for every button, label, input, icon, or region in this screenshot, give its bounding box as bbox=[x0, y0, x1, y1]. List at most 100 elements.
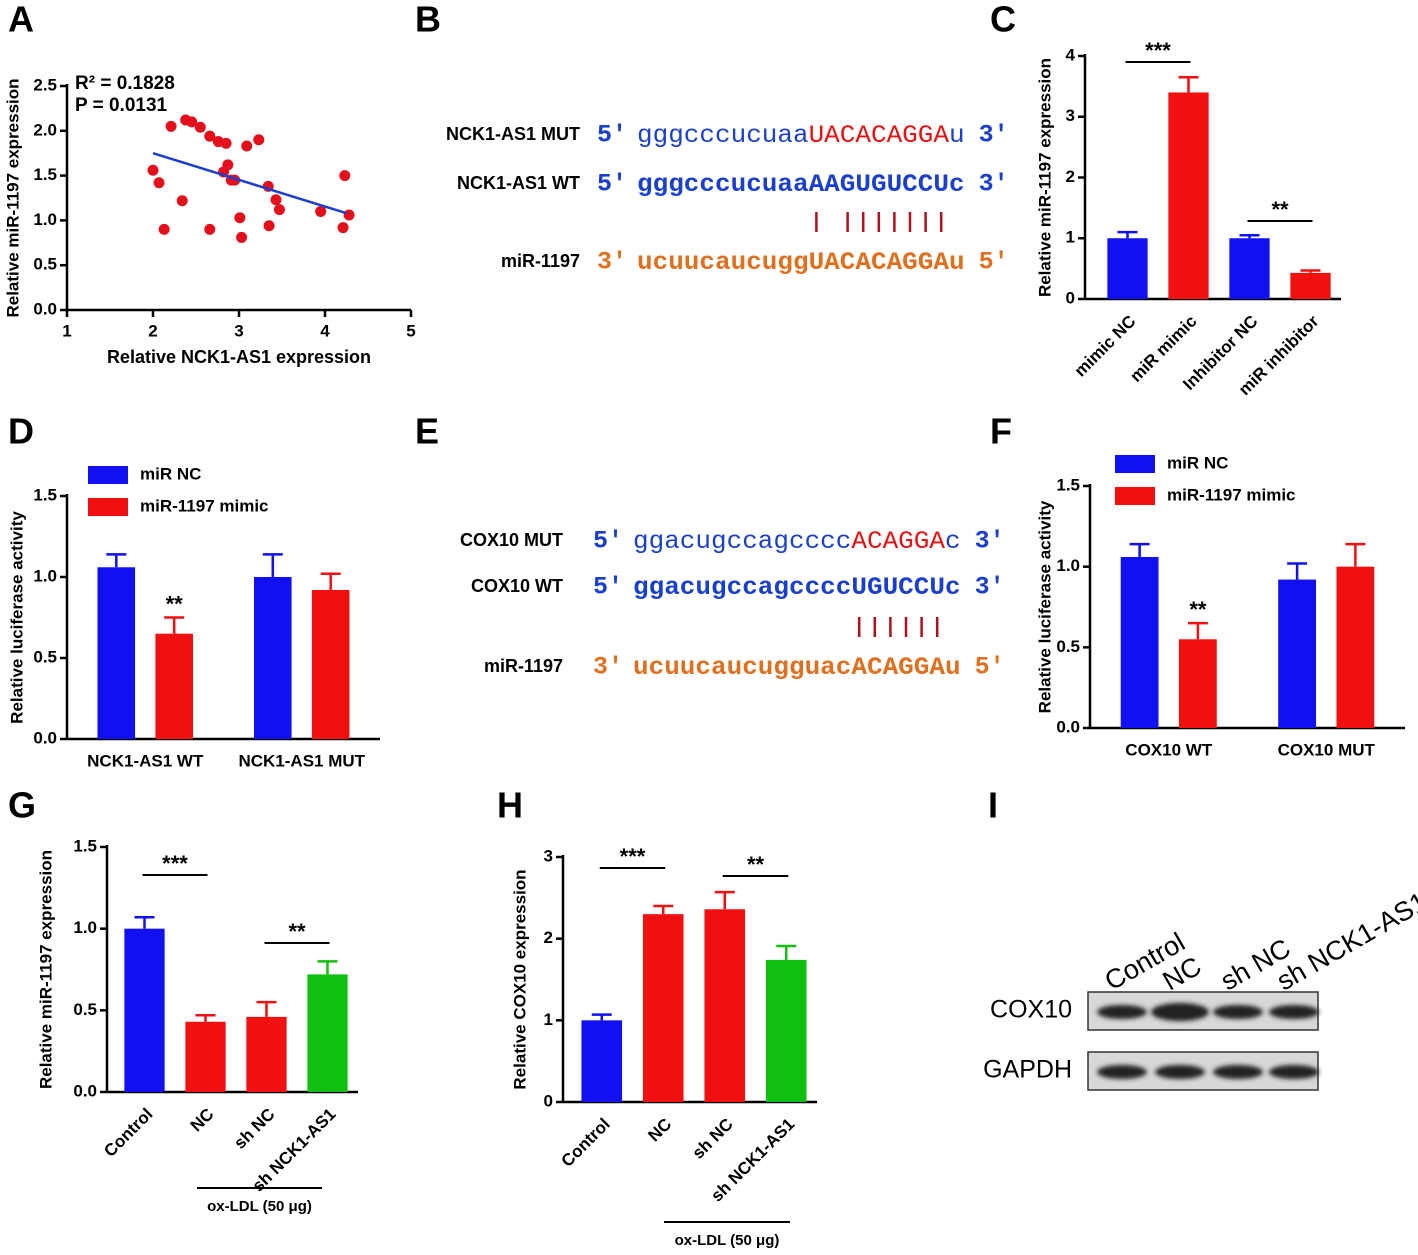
x-tick-label: 1 bbox=[62, 321, 71, 340]
y-tick-label: 1.0 bbox=[33, 566, 57, 585]
sequence-label: miR-1197 bbox=[484, 656, 563, 676]
panel-letter: B bbox=[415, 0, 441, 40]
error-bar bbox=[1178, 76, 1199, 93]
significance: ** bbox=[288, 919, 306, 944]
significance: ** bbox=[166, 591, 184, 616]
bar bbox=[155, 633, 193, 739]
error-bar bbox=[776, 944, 797, 960]
y-axis-label: Relative miR-1197 expression bbox=[36, 850, 55, 1089]
sequence-label: miR-1197 bbox=[501, 251, 580, 271]
significance: *** bbox=[620, 844, 646, 869]
sequence-site: AAGUGUCCU bbox=[809, 170, 949, 199]
sequence: ggacugccagcccc UGUCCU c bbox=[633, 573, 961, 602]
error-bar bbox=[1239, 233, 1260, 239]
error-bar bbox=[1287, 562, 1308, 580]
panel-letter: G bbox=[8, 785, 36, 826]
sequence-site: ACAGGA bbox=[851, 653, 945, 682]
point bbox=[165, 120, 177, 132]
sequence-label: COX10 WT bbox=[471, 576, 563, 596]
x-tick-label: 2 bbox=[148, 321, 157, 340]
sequence-site: UGUCCU bbox=[851, 573, 945, 602]
bar bbox=[185, 1021, 226, 1092]
sequence-tail: u bbox=[945, 653, 961, 682]
y-tick-label: 0.0 bbox=[33, 299, 57, 318]
y-axis-label: Relative miR-1197 expression bbox=[1035, 58, 1054, 297]
sequence-seq: gggcccucuaa bbox=[637, 121, 809, 150]
significance: ** bbox=[747, 852, 765, 877]
sequence-end: 3' bbox=[979, 121, 1009, 150]
point bbox=[220, 137, 232, 149]
y-tick-label: 2 bbox=[544, 928, 553, 947]
point bbox=[176, 195, 188, 207]
point bbox=[234, 212, 246, 224]
band bbox=[1269, 1065, 1319, 1079]
point bbox=[222, 159, 234, 171]
group-label: ox-LDL (50 μg) bbox=[675, 1232, 780, 1249]
x-tick-label: 5 bbox=[406, 321, 415, 340]
y-tick-label: 0 bbox=[1066, 288, 1075, 307]
sequence: ucuucaucugg UACACAGGA u bbox=[637, 248, 965, 277]
y-tick-label: 0 bbox=[544, 1091, 553, 1110]
bar bbox=[581, 1020, 623, 1102]
legend-label: miR-1197 mimic bbox=[140, 496, 269, 515]
sequence: ggacugccagcccc ACAGGA c bbox=[633, 527, 961, 556]
point bbox=[270, 194, 282, 206]
error-bar bbox=[653, 904, 674, 915]
x-tick-label: NC bbox=[187, 1105, 218, 1136]
y-tick-label: 3 bbox=[1066, 106, 1075, 125]
error-bar bbox=[1345, 542, 1366, 567]
bar bbox=[1336, 566, 1375, 728]
error-bar bbox=[195, 1013, 216, 1022]
point bbox=[337, 222, 349, 234]
bar bbox=[1290, 272, 1331, 299]
y-tick-label: 2.5 bbox=[33, 75, 57, 94]
sequence-end: 3' bbox=[593, 653, 623, 682]
legend-label: miR-1197 mimic bbox=[1167, 485, 1296, 504]
sequence-tail: u bbox=[949, 248, 965, 277]
point bbox=[339, 170, 351, 182]
sequence-end: 5' bbox=[979, 248, 1009, 277]
sequence-end: 3' bbox=[597, 248, 627, 277]
y-tick-label: 1.5 bbox=[1056, 475, 1080, 494]
y-tick-label: 0.0 bbox=[73, 1081, 97, 1100]
band bbox=[1213, 1005, 1263, 1019]
y-tick-label: 1.0 bbox=[1056, 556, 1080, 575]
significance: ** bbox=[1189, 597, 1207, 622]
sequence-tail: c bbox=[945, 527, 961, 556]
sequence-seq: ucuucaucugg bbox=[637, 248, 809, 277]
annotation: P = 0.0131 bbox=[75, 95, 168, 116]
point bbox=[241, 140, 253, 152]
point bbox=[253, 134, 265, 146]
annotation: R² = 0.1828 bbox=[75, 73, 175, 94]
y-tick-label: 1 bbox=[544, 1010, 553, 1029]
error-bar bbox=[1300, 269, 1321, 273]
legend-swatch bbox=[88, 498, 128, 516]
sequence-tail: c bbox=[949, 170, 965, 199]
x-tick-label: Control bbox=[558, 1115, 614, 1171]
x-tick-label: COX10 MUT bbox=[1278, 740, 1376, 759]
error-bar bbox=[106, 553, 127, 568]
y-axis-label: Relative miR-1197 expression bbox=[3, 78, 22, 317]
legend-swatch bbox=[1115, 487, 1155, 505]
error-bar bbox=[1117, 230, 1138, 239]
bar bbox=[97, 567, 136, 739]
y-tick-label: 1.0 bbox=[33, 210, 57, 229]
y-tick-label: 0.5 bbox=[1056, 637, 1080, 656]
point bbox=[273, 204, 285, 216]
y-tick-label: 1.5 bbox=[33, 485, 57, 504]
sequence-label: COX10 MUT bbox=[460, 530, 563, 550]
sequence-seq: gggcccucuaa bbox=[637, 170, 809, 199]
y-tick-label: 1.5 bbox=[73, 836, 97, 855]
band bbox=[1155, 1065, 1205, 1079]
panel-letter: F bbox=[990, 411, 1012, 452]
x-tick-label: 4 bbox=[320, 321, 330, 340]
point bbox=[236, 231, 248, 243]
x-tick-label: Control bbox=[100, 1105, 156, 1161]
x-tick-label: NC bbox=[644, 1115, 675, 1146]
point bbox=[158, 223, 170, 235]
panel-letter: H bbox=[497, 785, 523, 826]
x-axis-label: Relative NCK1-AS1 expression bbox=[107, 347, 371, 367]
bar bbox=[704, 909, 746, 1102]
sequence: gggcccucuaa AAGUGUCCU c bbox=[637, 170, 965, 199]
